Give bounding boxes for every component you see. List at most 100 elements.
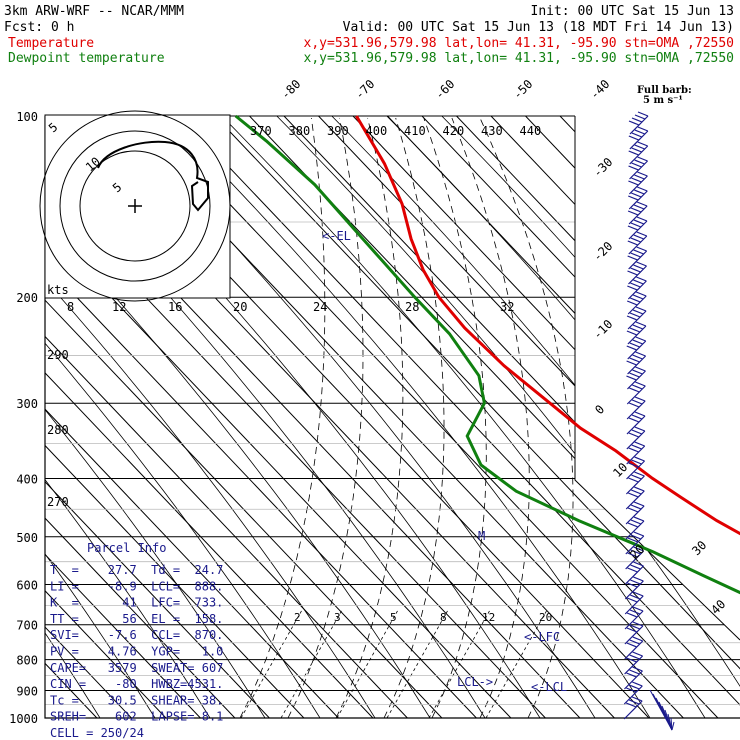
wind-barb-flag xyxy=(632,294,644,300)
wind-barb-flag xyxy=(626,657,637,663)
wind-barb-flag xyxy=(629,297,641,303)
isotherm-line xyxy=(45,116,477,718)
wind-barb-flag xyxy=(626,672,637,678)
mixing-ratio-label: 8 xyxy=(440,611,447,624)
parcel-info-row: CIN = -80 HWBZ=4531. xyxy=(50,677,223,691)
lcl-label-left: LCL-> xyxy=(457,675,493,689)
parcel-info-row: CELL = 250/24 xyxy=(50,726,144,740)
moist-adiabat-line xyxy=(383,117,445,718)
wind-barb-flag xyxy=(634,486,645,492)
moist-adiabat-line xyxy=(239,117,326,718)
isotherm-line xyxy=(732,116,740,718)
wind-barb-flag xyxy=(628,432,640,438)
wind-barb-flag xyxy=(627,240,639,246)
wind-barb-flag xyxy=(625,702,637,708)
isotherm-line xyxy=(45,116,167,718)
pressure-label: 1000 xyxy=(9,712,38,726)
dry-adiabat-line xyxy=(276,116,740,718)
plot-frame xyxy=(44,116,740,719)
wind-barb-flag xyxy=(633,249,644,255)
temperature-axis-label: -40 xyxy=(587,77,612,102)
wind-barb-flag xyxy=(630,579,641,585)
wind-barb-flag xyxy=(632,309,644,315)
wind-barb-flag xyxy=(626,375,637,381)
wind-barb-flag xyxy=(628,120,640,126)
parcel-info-row: SVI= -7.6 CCL= 870. xyxy=(50,628,223,642)
wind-barb-flag xyxy=(632,339,643,345)
hodograph-unit-label: kts xyxy=(47,283,69,297)
header-model: 3km ARW-WRF -- NCAR/MMM xyxy=(4,4,184,19)
temperature-axis-label: -10 xyxy=(590,317,615,342)
wind-barb-flag xyxy=(634,456,645,462)
wind-barb-flag xyxy=(626,345,637,351)
wind-barb-flag xyxy=(636,201,648,207)
legend-dewpoint: Dewpoint temperature xyxy=(8,51,165,66)
temperature-axis-label: 30 xyxy=(689,538,709,558)
theta-label: 270 xyxy=(47,495,69,509)
wind-barb-flag xyxy=(631,117,643,123)
wind-barb-flag xyxy=(631,147,642,153)
wind-barb-flag xyxy=(632,384,643,390)
wind-barb-flag xyxy=(633,546,644,552)
isotherm-line xyxy=(45,116,236,718)
wind-barb-flag xyxy=(628,402,640,408)
temperature-axis-label: -70 xyxy=(352,77,377,102)
parcel-marker: M xyxy=(478,529,485,543)
wind-barb-flag xyxy=(629,342,640,348)
wind-barb-flag xyxy=(627,225,639,231)
wind-barb-flag xyxy=(635,321,647,327)
moist-adiabat-line xyxy=(335,117,404,718)
theta-label: 390 xyxy=(327,124,349,138)
wind-barb-staff xyxy=(670,717,673,731)
wind-barb-flag xyxy=(631,177,642,183)
wind-barb-flag xyxy=(630,207,642,213)
wind-barb-flag xyxy=(631,162,642,168)
mixing-ratio-label: 20 xyxy=(539,611,552,624)
mixing-ratio-line xyxy=(386,609,449,718)
wind-barb-flag xyxy=(626,612,638,618)
wind-barb-flag xyxy=(631,459,642,465)
temperature-axis-label: -30 xyxy=(590,155,615,180)
wind-barb-flag xyxy=(632,369,643,375)
isotherm-line xyxy=(45,116,270,718)
wind-barb-flag xyxy=(634,144,645,150)
wind-barb-flag xyxy=(630,252,641,258)
wind-barb-flag xyxy=(637,126,649,132)
pressure-label: 900 xyxy=(16,684,38,698)
parcel-info-row: Tc = 30.5 SHEAR= 38. xyxy=(50,693,223,707)
wind-barb-flag xyxy=(626,597,638,603)
wind-barb-flag xyxy=(628,195,639,201)
wind-barb-flag xyxy=(633,516,645,522)
pressure-label: 400 xyxy=(16,472,38,486)
wind-barb-flag xyxy=(630,222,642,228)
wind-barb-flag xyxy=(633,561,644,567)
theta-label: 430 xyxy=(481,124,503,138)
wind-barb-flag xyxy=(627,567,638,573)
isotherm-line xyxy=(45,116,512,718)
wind-barb-flag xyxy=(634,471,645,477)
lfc-label: <-LFC xyxy=(524,630,560,644)
wind-barb-flag xyxy=(627,552,638,558)
wind-barb-flag xyxy=(635,336,646,342)
wind-barb-flag xyxy=(636,276,647,282)
wind-barb-flag xyxy=(631,399,643,405)
wind-barb-flag xyxy=(626,627,638,633)
wind-barb-flag xyxy=(630,504,642,510)
barb-legend-unit: 5 m s⁻¹ xyxy=(643,95,683,106)
wind-barb-flag xyxy=(634,411,646,417)
wind-barb-flag xyxy=(627,537,639,543)
wind-barb-flag xyxy=(631,429,643,435)
wind-barb-flag xyxy=(627,522,639,528)
moist-adiabat-line xyxy=(287,117,364,718)
wind-barb-flag xyxy=(629,357,640,363)
parcel-info-row: TT = 56 EL = 158. xyxy=(50,612,223,626)
isotherm-line xyxy=(45,116,201,718)
wind-barb-flag xyxy=(634,174,645,180)
hodograph-ring-outer xyxy=(39,110,231,302)
parcel-info-row: LI = -8.9 LCL= 888. xyxy=(50,579,223,593)
wind-barb-flag xyxy=(631,132,643,138)
mixing-ratio-label: 2 xyxy=(294,611,301,624)
wind-barb-flag xyxy=(628,165,639,171)
speed-tick-label: 24 xyxy=(313,300,327,314)
